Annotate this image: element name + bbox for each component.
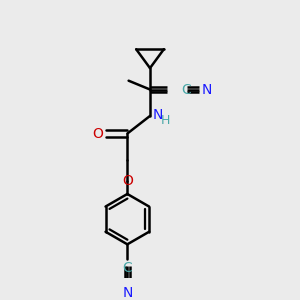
Text: N: N bbox=[202, 82, 212, 97]
Text: O: O bbox=[122, 174, 133, 188]
Text: H: H bbox=[160, 115, 170, 128]
Text: N: N bbox=[122, 286, 133, 300]
Text: O: O bbox=[92, 127, 103, 141]
Text: C: C bbox=[122, 261, 132, 275]
Text: N: N bbox=[152, 108, 163, 122]
Text: C: C bbox=[182, 82, 191, 97]
